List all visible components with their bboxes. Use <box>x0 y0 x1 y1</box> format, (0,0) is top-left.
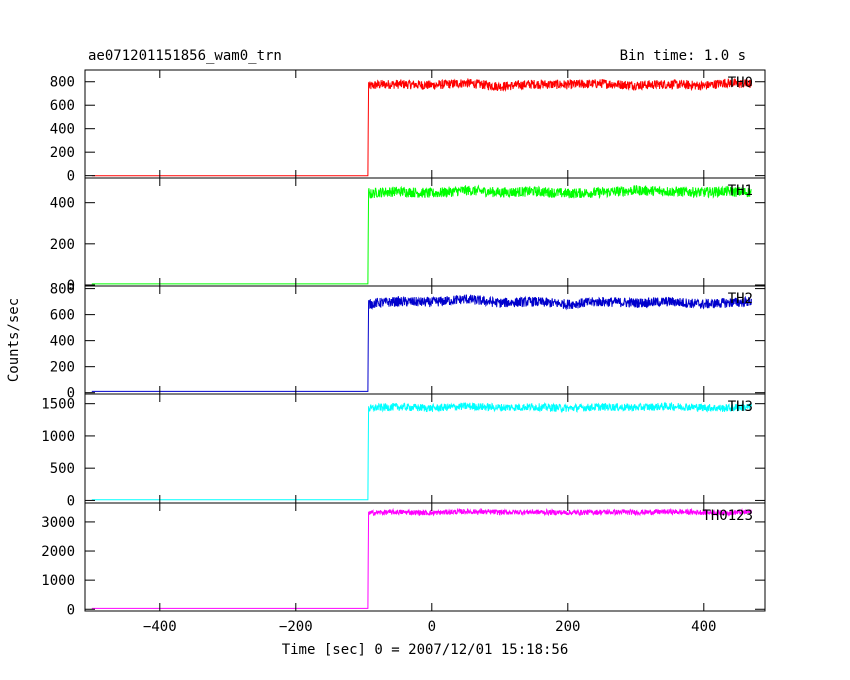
series-line-th2 <box>91 294 752 392</box>
y-tick-label: 0 <box>67 169 75 185</box>
y-tick-label: 200 <box>50 145 75 161</box>
panels-group: 0 200 400 600 800 TH0 0 200 400 TH1 0 200 400 600 800 T… <box>41 69 766 635</box>
y-tick-label: 500 <box>50 461 75 477</box>
x-tick-label: −200 <box>279 619 313 635</box>
y-tick-label: 400 <box>50 334 75 350</box>
y-tick-label: 800 <box>50 75 75 91</box>
x-tick-label: 200 <box>555 619 580 635</box>
x-tick-label: 0 <box>428 619 436 635</box>
y-tick-label: 600 <box>50 308 75 324</box>
series-line-th0 <box>91 78 752 177</box>
y-tick-label: 200 <box>50 237 75 253</box>
y-tick-label: 200 <box>50 360 75 376</box>
y-axis-label: Counts/sec <box>6 298 22 382</box>
panel-frame <box>84 502 766 612</box>
y-tick-label: 800 <box>50 282 75 298</box>
y-tick-label: 600 <box>50 98 75 114</box>
y-tick-label: 400 <box>50 196 75 212</box>
y-tick-label: 0 <box>67 493 75 509</box>
x-tick-label: 400 <box>691 619 716 635</box>
y-tick-label: 1500 <box>41 397 75 413</box>
bin-time-label: Bin time: 1.0 s <box>620 48 746 64</box>
x-tick-label: −400 <box>143 619 177 635</box>
y-tick-label: 0 <box>67 386 75 402</box>
series-line-th0123 <box>91 507 752 609</box>
chart-title: ae071201151856_wam0_trn <box>88 48 282 64</box>
panel-th0: 0 200 400 600 800 TH0 <box>50 69 766 185</box>
panel-label-th0123: TH0123 <box>702 508 753 524</box>
series-line-th3 <box>91 401 752 501</box>
y-tick-label: 400 <box>50 122 75 138</box>
panel-label-th0: TH0 <box>728 75 753 91</box>
y-tick-label: 1000 <box>41 429 75 445</box>
y-tick-label: 0 <box>67 602 75 618</box>
y-tick-label: 3000 <box>41 515 75 531</box>
y-tick-label: 1000 <box>41 573 75 589</box>
x-axis-label: Time [sec] 0 = 2007/12/01 15:18:56 <box>282 642 569 658</box>
panel-th1: 0 200 400 TH1 <box>50 177 766 294</box>
y-tick-label: 2000 <box>41 544 75 560</box>
panel-th3: 0 500 1000 1500 TH3 <box>41 393 766 509</box>
panel-label-th1: TH1 <box>728 183 753 199</box>
series-line-th1 <box>91 184 752 285</box>
panel-th2: 0 200 400 600 800 TH2 <box>50 282 766 402</box>
panel-th0123: 0 1000 2000 3000 TH0123 <box>41 502 766 618</box>
y-tick-label: 0 <box>67 278 75 294</box>
panel-label-th2: TH2 <box>728 291 753 307</box>
panel-label-th3: TH3 <box>728 399 753 415</box>
